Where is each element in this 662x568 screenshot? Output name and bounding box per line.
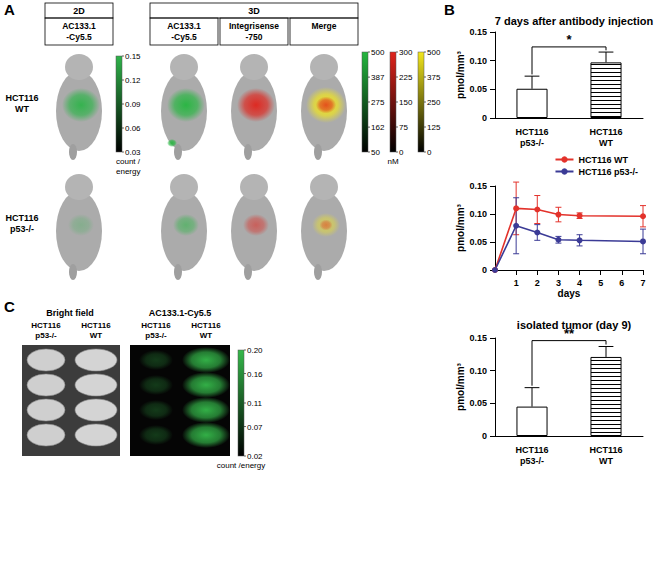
- svg-text:125: 125: [427, 123, 441, 132]
- svg-text:0.16: 0.16: [247, 370, 263, 379]
- svg-text:0: 0: [482, 113, 487, 123]
- svg-text:0.15: 0.15: [125, 52, 141, 61]
- svg-text:HCT116WT: HCT116WT: [191, 321, 221, 340]
- svg-text:387: 387: [371, 73, 385, 82]
- svg-text:A: A: [4, 1, 15, 18]
- svg-text:0.06: 0.06: [125, 124, 141, 133]
- svg-text:0.10: 0.10: [469, 366, 487, 376]
- svg-text:0: 0: [482, 265, 487, 275]
- svg-text:HCT116WT: HCT116WT: [81, 321, 111, 340]
- svg-text:0: 0: [399, 148, 404, 157]
- svg-text:WT: WT: [599, 138, 613, 148]
- svg-text:HCT116p53-/-: HCT116p53-/-: [5, 213, 38, 234]
- svg-text:nM: nM: [387, 157, 398, 166]
- svg-text:2: 2: [535, 278, 540, 288]
- svg-text:Integrisense-750: Integrisense-750: [229, 21, 279, 42]
- svg-text:AC133.1-Cy5.5: AC133.1-Cy5.5: [62, 21, 96, 42]
- svg-text:225: 225: [399, 73, 413, 82]
- svg-text:162: 162: [371, 123, 385, 132]
- svg-text:0.15: 0.15: [469, 333, 487, 343]
- svg-text:300: 300: [399, 48, 413, 57]
- svg-text:WT: WT: [599, 456, 613, 466]
- svg-text:3D: 3D: [248, 6, 260, 16]
- svg-text:isolated tumor (day 9): isolated tumor (day 9): [517, 319, 632, 331]
- svg-text:*: *: [566, 32, 572, 47]
- svg-text:0.15: 0.15: [469, 27, 487, 37]
- svg-text:7: 7: [640, 278, 645, 288]
- svg-text:250: 250: [427, 98, 441, 107]
- svg-text:HCT116: HCT116: [515, 445, 548, 455]
- svg-text:0.05: 0.05: [469, 398, 487, 408]
- svg-text:0.05: 0.05: [469, 237, 487, 247]
- svg-text:7 days after antibody injectio: 7 days after antibody injection: [495, 15, 654, 27]
- svg-text:150: 150: [399, 98, 413, 107]
- svg-text:0: 0: [482, 431, 487, 441]
- svg-text:AC133.1-Cy5.5: AC133.1-Cy5.5: [149, 308, 212, 318]
- svg-text:HCT116WT: HCT116WT: [5, 93, 38, 114]
- svg-text:275: 275: [371, 98, 385, 107]
- svg-text:0.09: 0.09: [125, 100, 141, 109]
- svg-text:B: B: [444, 1, 455, 18]
- svg-text:1: 1: [514, 278, 519, 288]
- svg-text:0.03: 0.03: [125, 148, 141, 157]
- svg-text:0.11: 0.11: [247, 399, 263, 408]
- svg-text:HCT116: HCT116: [515, 127, 548, 137]
- svg-text:50: 50: [371, 148, 380, 157]
- svg-text:75: 75: [399, 123, 408, 132]
- svg-text:4: 4: [577, 278, 582, 288]
- svg-text:HCT116: HCT116: [589, 445, 622, 455]
- svg-text:0.07: 0.07: [247, 423, 263, 432]
- svg-text:500: 500: [427, 48, 441, 57]
- svg-text:5: 5: [598, 278, 603, 288]
- svg-text:p53-/-: p53-/-: [520, 138, 544, 148]
- svg-text:6: 6: [619, 278, 624, 288]
- svg-text:2D: 2D: [73, 6, 85, 16]
- svg-text:0.10: 0.10: [469, 209, 487, 219]
- svg-text:0.02: 0.02: [247, 452, 263, 461]
- svg-text:days: days: [558, 288, 581, 299]
- svg-text:0.15: 0.15: [469, 181, 487, 191]
- svg-text:pmol/mm³: pmol/mm³: [455, 362, 466, 410]
- svg-text:Merge: Merge: [311, 21, 336, 31]
- svg-text:count /energy: count /energy: [116, 157, 141, 176]
- svg-text:HCT116p53-/-: HCT116p53-/-: [31, 321, 61, 340]
- svg-text:0.10: 0.10: [469, 56, 487, 66]
- svg-text:0.20: 0.20: [247, 346, 263, 355]
- svg-text:HCT116: HCT116: [589, 127, 622, 137]
- svg-text:AC133.1-Cy5.5: AC133.1-Cy5.5: [167, 21, 201, 42]
- svg-text:count /energy: count /energy: [217, 461, 265, 470]
- svg-text:pmol/mm³: pmol/mm³: [455, 50, 466, 98]
- svg-text:HCT116 p53-/-: HCT116 p53-/-: [578, 167, 638, 177]
- svg-text:pmol/mm³: pmol/mm³: [455, 203, 466, 251]
- svg-text:375: 375: [427, 73, 441, 82]
- svg-text:0: 0: [427, 148, 432, 157]
- svg-text:0.12: 0.12: [125, 76, 141, 85]
- svg-text:p53-/-: p53-/-: [520, 456, 544, 466]
- svg-text:Bright field: Bright field: [46, 308, 94, 318]
- svg-text:HCT116p53-/-: HCT116p53-/-: [141, 321, 171, 340]
- svg-text:C: C: [4, 298, 15, 315]
- svg-text:0.05: 0.05: [469, 84, 487, 94]
- svg-text:HCT116 WT: HCT116 WT: [578, 155, 628, 165]
- svg-text:500: 500: [371, 48, 385, 57]
- svg-text:3: 3: [556, 278, 561, 288]
